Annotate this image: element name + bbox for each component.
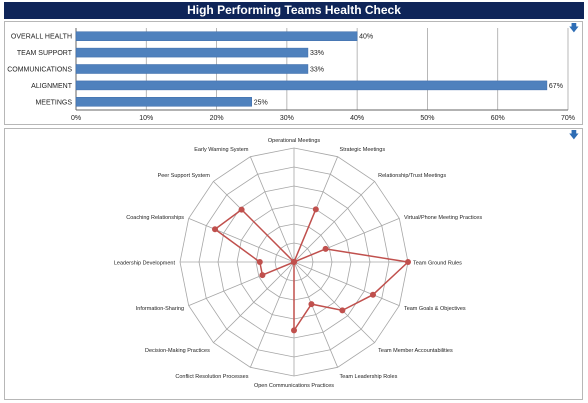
radar-point bbox=[256, 259, 263, 265]
data-label: 25% bbox=[254, 99, 268, 106]
radar-axis-label: Virtual/Phone Meeting Practices bbox=[404, 215, 482, 221]
category-label: ALIGNMENT bbox=[31, 83, 73, 90]
radar-point bbox=[308, 301, 315, 308]
data-label: 40% bbox=[359, 34, 373, 41]
radar-point bbox=[369, 291, 376, 298]
radar-spoke bbox=[188, 218, 295, 263]
radar-axis-label: Peer Support System bbox=[158, 173, 211, 179]
bar-chart-panel: 🡇 0% 10% 20% 30% 40% 50% 60% 70% OVERALL HEALTH 4… bbox=[4, 21, 583, 125]
radar-axis-label: Open Communications Practices bbox=[254, 383, 334, 389]
x-tick-label: 50% bbox=[420, 115, 434, 122]
category-label: MEETINGS bbox=[35, 99, 72, 106]
x-tick-label: 30% bbox=[280, 115, 294, 122]
radar-axis-label: Early Warning System bbox=[194, 147, 249, 153]
x-tick-label: 70% bbox=[561, 115, 575, 122]
radar-point bbox=[312, 206, 319, 213]
bar-overall-health bbox=[75, 31, 358, 41]
bar-team-support bbox=[75, 47, 309, 58]
radar-axis-label: Team Goals & Objectives bbox=[404, 306, 466, 312]
radar-chart-panel: 🡇 Operational Meetings Strategic Meetings… bbox=[4, 128, 583, 400]
x-tick-label: 20% bbox=[210, 115, 224, 122]
radar-spoke bbox=[293, 261, 400, 306]
download-arrow-icon[interactable]: 🡇 bbox=[568, 23, 579, 34]
category-label: TEAM SUPPORT bbox=[17, 50, 73, 57]
radar-axis-label: Coaching Relationships bbox=[126, 215, 184, 221]
practices-radar-chart: Operational Meetings Strategic Meetings Re… bbox=[114, 138, 483, 389]
radar-point bbox=[405, 259, 411, 265]
category-label: COMMUNICATIONS bbox=[7, 67, 72, 74]
radar-axis-label: Team Ground Rules bbox=[413, 261, 462, 267]
radar-point bbox=[291, 327, 297, 334]
x-tick-label: 40% bbox=[350, 115, 364, 122]
bar-communications bbox=[75, 64, 309, 74]
dashboard-title: High Performing Teams Health Check bbox=[4, 2, 584, 19]
radar-spoke bbox=[293, 261, 338, 368]
data-label: 67% bbox=[549, 83, 563, 90]
radar-point bbox=[212, 226, 219, 233]
radar-point bbox=[238, 206, 245, 213]
bar-meetings bbox=[75, 97, 252, 107]
radar-spoke bbox=[293, 181, 375, 263]
data-label: 33% bbox=[310, 50, 324, 57]
radar-point bbox=[259, 272, 266, 279]
radar-spoke bbox=[213, 261, 295, 343]
radar-axis-label: Team Leadership Roles bbox=[340, 374, 398, 380]
download-arrow-icon[interactable]: 🡇 bbox=[568, 130, 579, 141]
radar-axis-label: Decision-Making Practices bbox=[145, 348, 210, 354]
radar-axis-label: Information-Sharing bbox=[136, 306, 184, 312]
category-label: OVERALL HEALTH bbox=[11, 34, 72, 41]
radar-point bbox=[322, 245, 329, 252]
radar-spoke bbox=[250, 156, 295, 263]
radar-axis-label: Leadership Development bbox=[114, 261, 176, 267]
radar-axis-label: Strategic Meetings bbox=[340, 147, 386, 153]
data-label: 33% bbox=[310, 67, 324, 74]
health-bar-chart: 0% 10% 20% 30% 40% 50% 60% 70% OVERALL HEALTH 40%… bbox=[7, 28, 575, 122]
x-tick-label: 10% bbox=[139, 115, 153, 122]
radar-point bbox=[339, 307, 346, 314]
x-tick-label: 60% bbox=[491, 115, 505, 122]
radar-axis-label: Relationship/Trust Meetings bbox=[378, 173, 446, 179]
radar-axis-label: Conflict Resolution Processes bbox=[175, 374, 248, 380]
radar-axis-label: Operational Meetings bbox=[268, 138, 321, 144]
x-tick-label: 0% bbox=[71, 115, 81, 122]
radar-spoke bbox=[250, 261, 295, 368]
radar-point bbox=[291, 259, 297, 265]
radar-axis-label: Team Member Accountabilities bbox=[378, 348, 453, 354]
bar-alignment bbox=[75, 80, 548, 91]
radar-spoke bbox=[293, 261, 375, 343]
